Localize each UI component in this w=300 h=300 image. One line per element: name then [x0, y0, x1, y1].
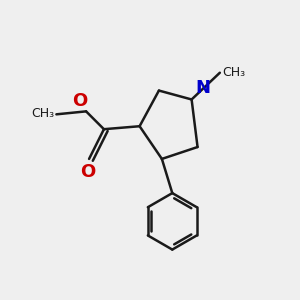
Text: CH₃: CH₃ — [31, 107, 54, 120]
Text: O: O — [72, 92, 87, 110]
Text: N: N — [195, 79, 210, 97]
Text: O: O — [80, 164, 95, 181]
Text: CH₃: CH₃ — [222, 66, 245, 79]
